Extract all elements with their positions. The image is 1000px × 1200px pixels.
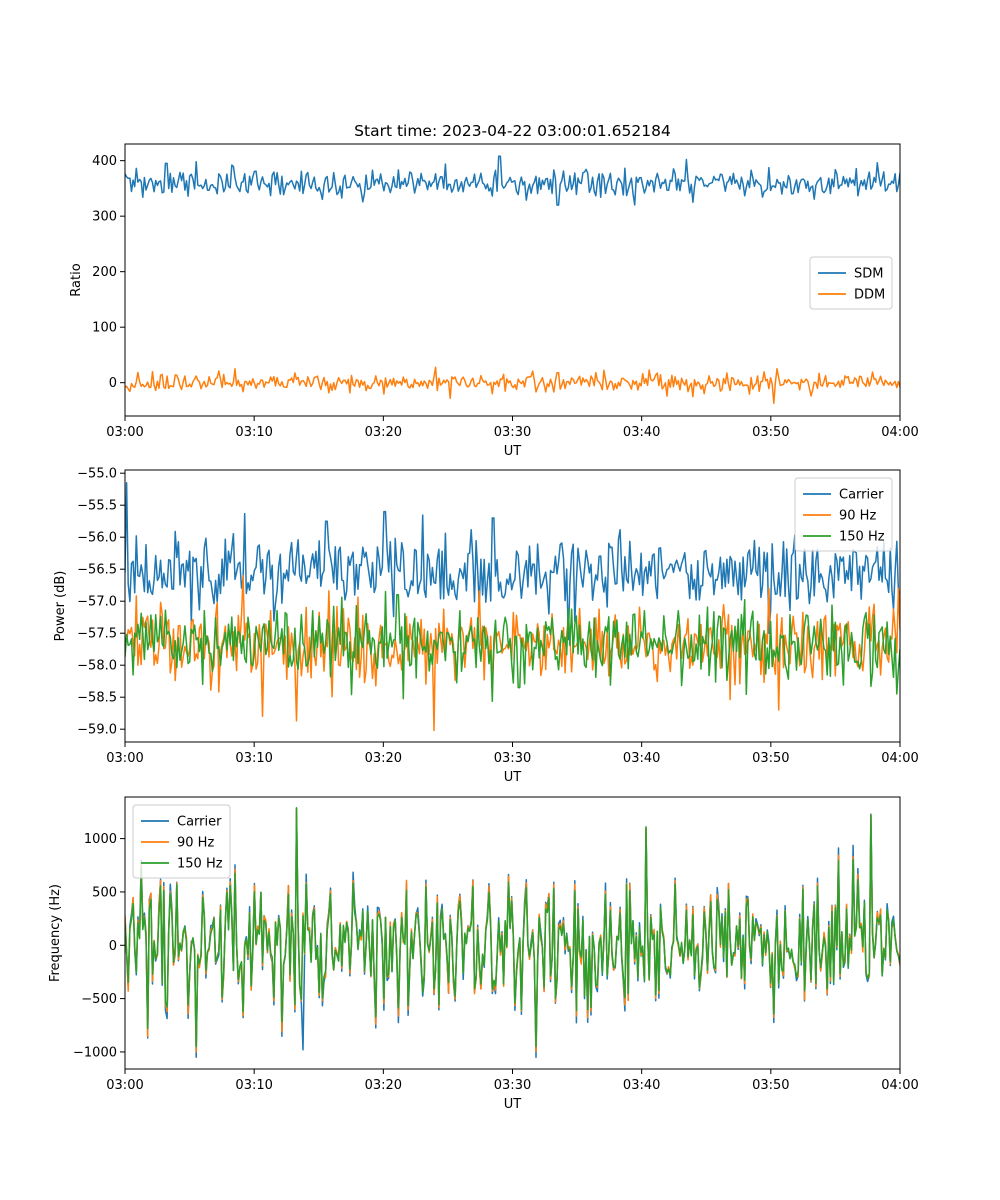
x-tick-label: 03:40: [623, 751, 660, 766]
series-line-carrier: [125, 482, 900, 641]
legend-label: Carrier: [177, 815, 222, 830]
x-tick-label: 03:00: [106, 1078, 143, 1093]
x-tick-label: 03:30: [494, 751, 531, 766]
legend-label: 150 Hz: [177, 857, 223, 872]
y-tick-label: −55.5: [77, 499, 117, 514]
series-line-ddm: [125, 366, 900, 404]
x-tick-label: 03:50: [752, 1078, 789, 1093]
x-tick-label: 03:10: [235, 1078, 272, 1093]
y-tick-label: 300: [92, 210, 117, 225]
x-tick-label: 03:40: [623, 1078, 660, 1093]
legend: Carrier 90 Hz 150 Hz: [794, 477, 893, 552]
y-tick-label: −57.0: [77, 595, 117, 610]
x-tick-label: 04:00: [881, 425, 918, 440]
x-tick-label: 03:10: [235, 751, 272, 766]
y-tick-label: 0: [109, 376, 117, 391]
y-tick-label: 500: [92, 885, 117, 900]
y-tick-label: −56.0: [77, 531, 117, 546]
figure-title: Start time: 2023-04-22 03:00:01.652184: [354, 122, 671, 140]
y-axis-label: Ratio: [69, 263, 84, 296]
y-tick-label: 0: [109, 939, 117, 954]
legend-label: Carrier: [839, 488, 884, 503]
x-tick-label: 03:10: [235, 425, 272, 440]
y-tick-label: −58.0: [77, 659, 117, 674]
x-tick-label: 03:50: [752, 425, 789, 440]
legend-box: [809, 256, 893, 310]
x-axis-label: UT: [504, 444, 522, 459]
y-tick-label: −59.0: [77, 723, 117, 738]
series-line-150-hz: [125, 590, 900, 703]
y-tick-label: 200: [92, 265, 117, 280]
x-tick-label: 03:20: [365, 751, 402, 766]
x-tick-label: 03:40: [623, 425, 660, 440]
y-tick-label: −1000: [73, 1045, 117, 1060]
series-line-sdm: [125, 155, 900, 206]
y-tick-label: 100: [92, 321, 117, 336]
x-tick-label: 04:00: [881, 1078, 918, 1093]
y-tick-label: −57.5: [77, 627, 117, 642]
legend: SDM DDM: [809, 256, 893, 310]
legend-label: 90 Hz: [177, 836, 214, 851]
legend-label: SDM: [854, 267, 883, 282]
y-tick-label: −58.5: [77, 691, 117, 706]
x-axis-label: UT: [504, 770, 522, 785]
legend-label: 90 Hz: [839, 509, 876, 524]
legend-box: [794, 477, 893, 552]
y-tick-label: −55.0: [77, 467, 117, 482]
frequency-panel: 03:00 03:10 03:20 03:30 03:40 03:50 04:00 −1000…: [48, 796, 919, 1112]
x-tick-label: 03:50: [752, 751, 789, 766]
legend-label: DDM: [854, 288, 885, 303]
x-tick-label: 03:00: [106, 751, 143, 766]
legend-box: [132, 804, 231, 879]
x-tick-label: 03:00: [106, 425, 143, 440]
x-tick-label: 03:30: [494, 425, 531, 440]
legend-label: 150 Hz: [839, 530, 885, 545]
x-tick-label: 03:30: [494, 1078, 531, 1093]
x-tick-label: 03:20: [365, 425, 402, 440]
y-tick-label: −56.5: [77, 563, 117, 578]
x-axis-label: UT: [504, 1097, 522, 1112]
ratio-panel: 03:00 03:10 03:20 03:30 03:40 03:50 04:00 0 100 2…: [69, 143, 919, 459]
y-axis-label: Power (dB): [53, 571, 68, 642]
x-tick-label: 03:20: [365, 1078, 402, 1093]
legend: Carrier 90 Hz 150 Hz: [132, 804, 231, 879]
y-tick-label: 400: [92, 154, 117, 169]
x-tick-label: 04:00: [881, 751, 918, 766]
series-line-150-hz: [125, 806, 900, 1048]
power-panel: 03:00 03:10 03:20 03:30 03:40 03:50 04:00 −59.0…: [53, 467, 919, 785]
y-tick-label: −500: [81, 992, 117, 1007]
y-tick-label: 1000: [84, 832, 117, 847]
y-axis-label: Frequency (Hz): [48, 884, 63, 982]
